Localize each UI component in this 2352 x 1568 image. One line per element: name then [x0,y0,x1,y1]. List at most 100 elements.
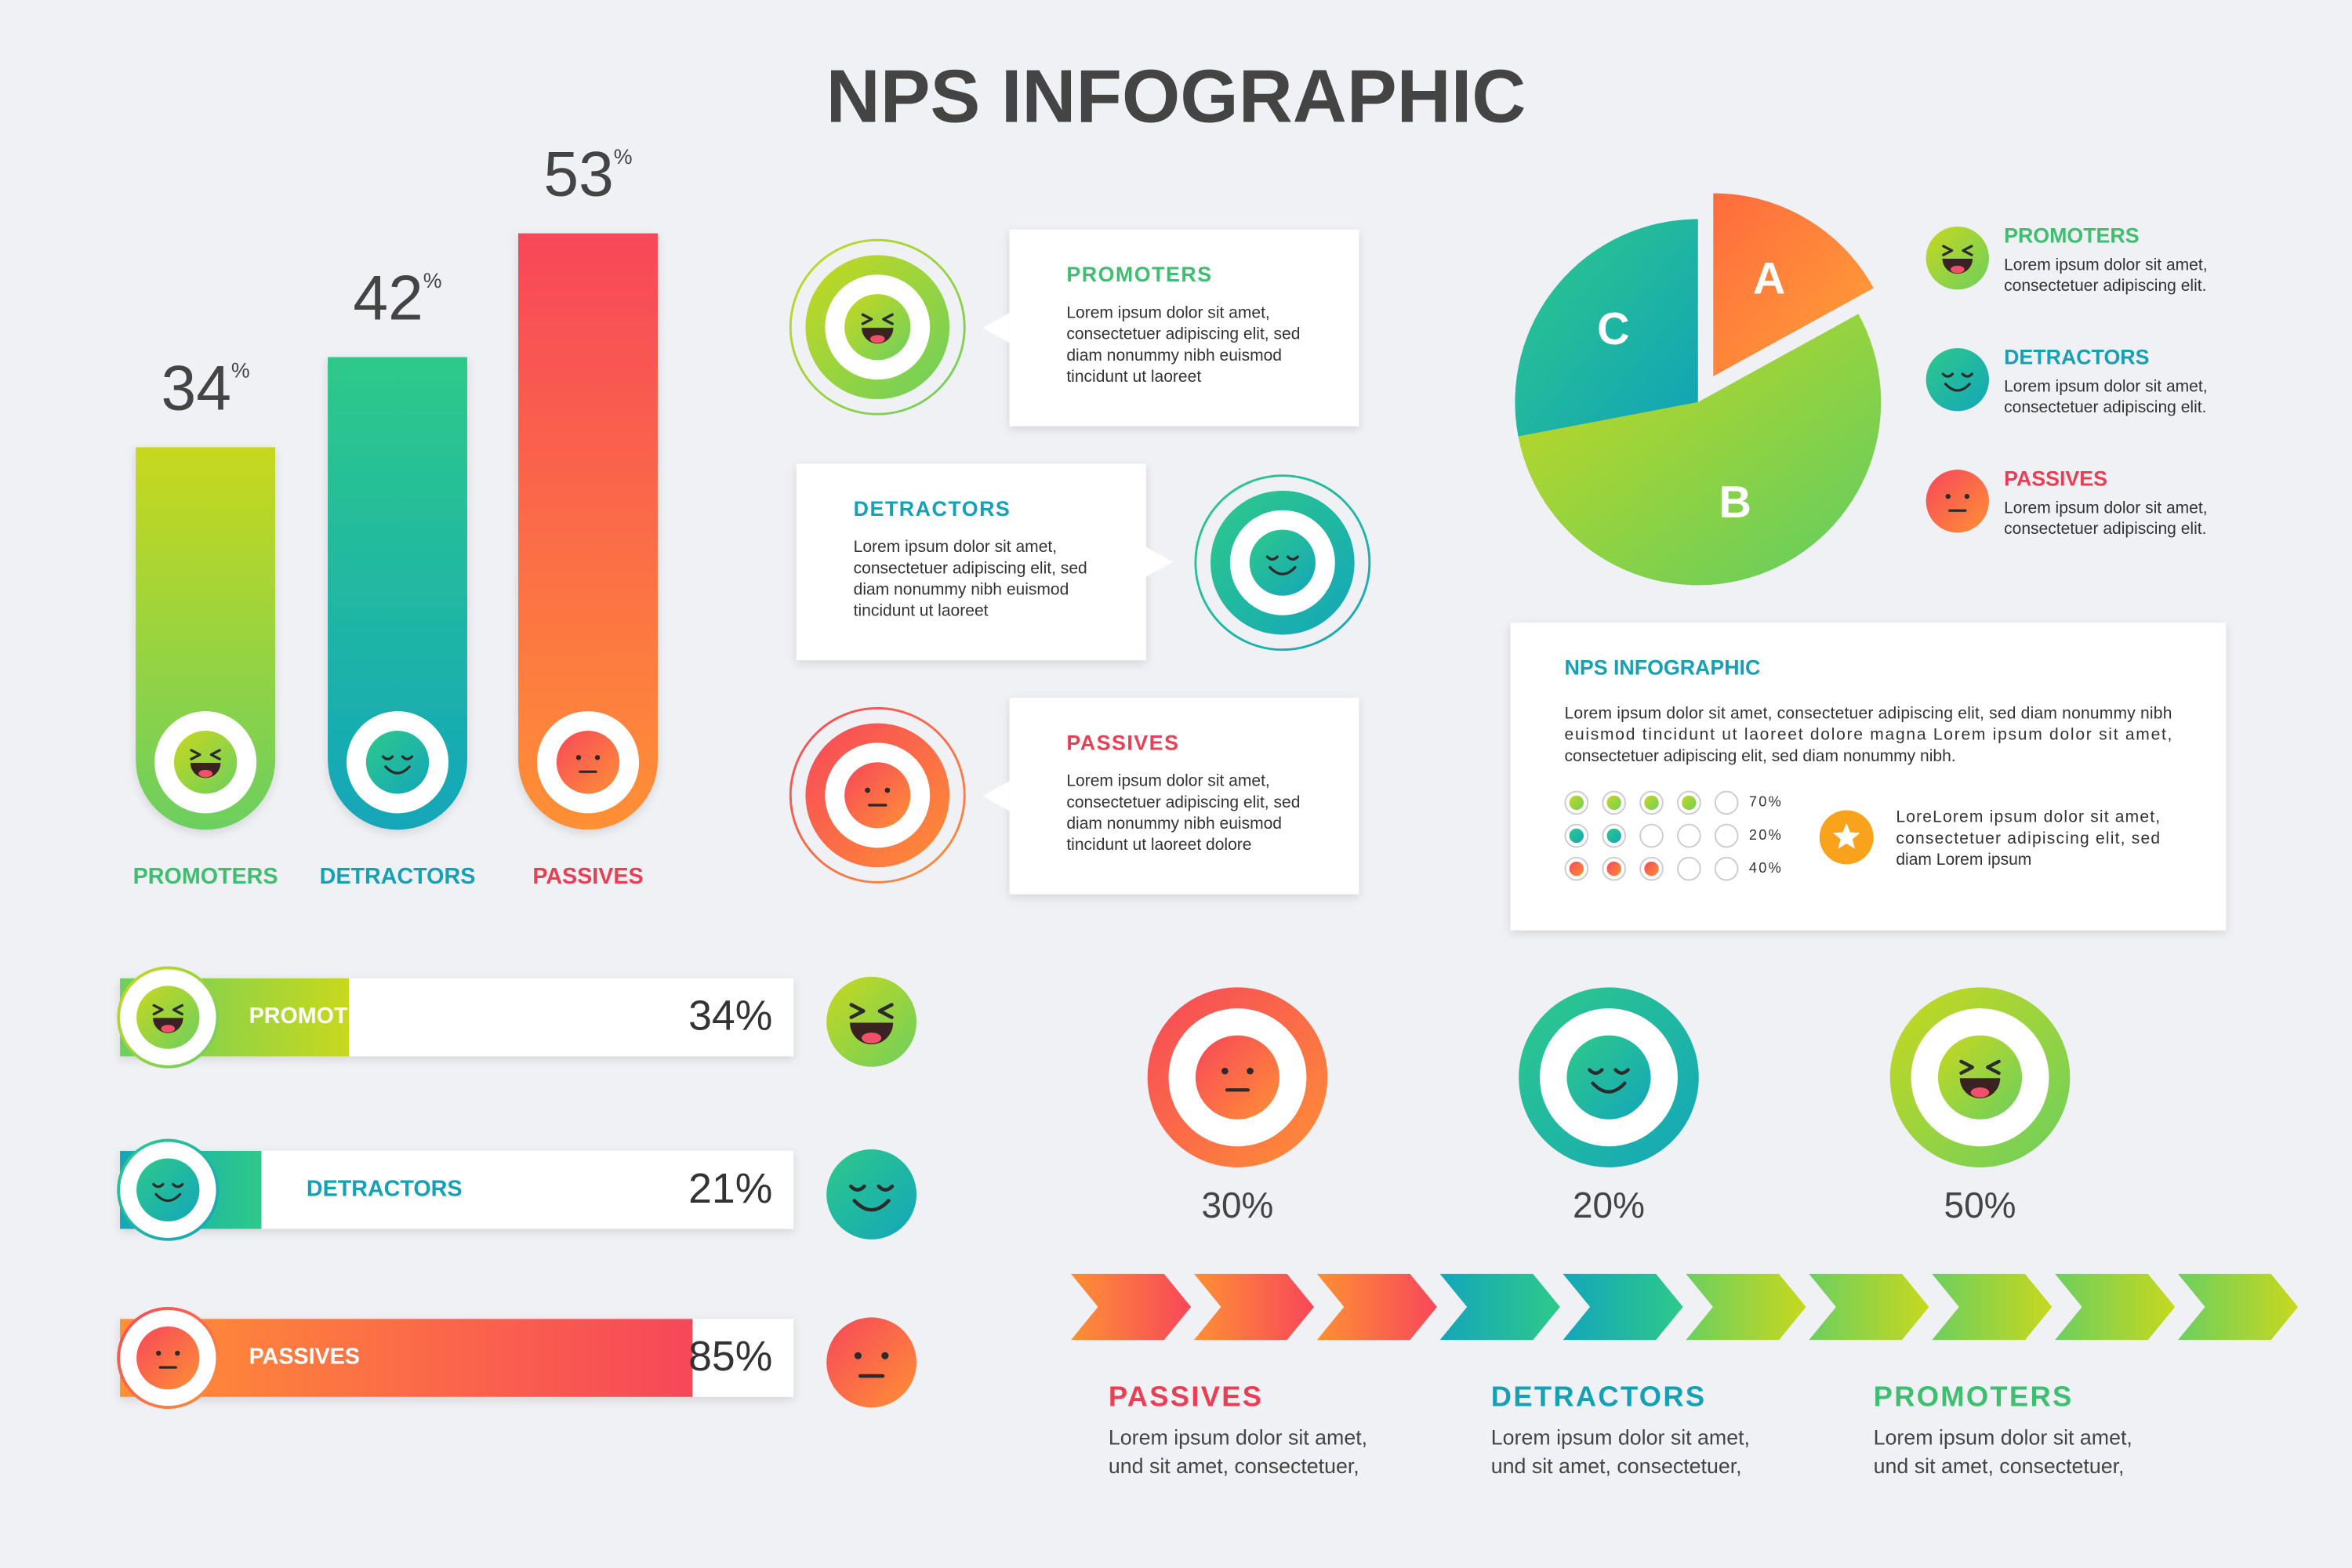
emoji-face [556,731,620,794]
category-label: PASSIVES [249,1345,360,1370]
emoji-eye [152,1004,164,1016]
emoji [826,976,917,1067]
info-card [1510,622,2227,931]
dot-filled [1569,861,1584,877]
callout-box [796,463,1146,661]
value-label: 21% [688,1166,772,1212]
emoji-face [1926,226,1989,290]
emoji-face [365,731,430,794]
emoji-face [826,1149,917,1240]
chevron [1071,1273,1192,1341]
value-label: 34% [162,354,250,424]
row-label: 70% [1749,794,1783,810]
pie-slice [1515,219,1698,437]
emoji [1566,1035,1651,1120]
chevron [1809,1273,1929,1341]
emoji-face [1249,529,1316,596]
emoji-face [844,762,911,829]
emoji [1926,470,1989,533]
emoji-eye [156,1350,162,1356]
callout-box [1009,697,1359,895]
emoji [365,731,430,794]
callout-title: PROMOTERS [1066,263,1212,286]
text-line: consectetuer adipiscing elit. [2004,520,2206,538]
icon-outer-ring [1194,474,1371,652]
text-line: Lorem ipsum dolor sit amet, [1066,304,1269,322]
bar [518,233,658,830]
emoji-eye [884,787,891,793]
emoji-eye [172,1004,183,1016]
text-line: consectetuer adipiscing elit, sed [1066,325,1300,343]
emoji-eye [849,1003,866,1019]
text-line: Lorem ipsum dolor sit amet, [1066,772,1269,790]
dot-filled [1569,828,1584,844]
chevron [1686,1273,1806,1341]
emoji-eye [1286,555,1299,561]
emoji-eye [381,755,394,760]
category-label: DETRACTORS [307,1176,463,1201]
emoji [826,1317,917,1408]
emoji [136,1158,200,1221]
emoji [556,731,620,794]
text-line: Lorem ipsum dolor sit amet, [1109,1425,1367,1449]
emoji-mouth [154,1192,182,1203]
text-line: Lorem ipsum dolor sit amet, consectetuer… [1565,705,2172,723]
callout-pointer [1145,546,1174,577]
emoji-tongue [198,769,212,778]
value-unit: % [423,269,442,292]
text-line: consectetuer adipiscing elit, sed diam n… [1565,747,1956,765]
page-title: NPS INFOGRAPHIC [826,54,1526,138]
step-title: PASSIVES [1109,1380,1263,1412]
dot-outline [1714,856,1739,881]
callout-pointer [982,781,1010,811]
dot-filled [1569,795,1584,811]
text-line: Lorem ipsum dolor sit amet, [854,538,1057,556]
emoji-eye [882,313,894,325]
emoji-face [1937,1035,2023,1120]
emoji-eye [861,313,873,325]
emoji [1249,529,1316,596]
text-line: tincidunt ut laoreet [854,602,989,620]
star [1832,822,1860,849]
emoji-eye [1945,493,1951,499]
text-line: und sit amet, consectetuer, [1109,1454,1359,1478]
emoji-face [136,985,200,1049]
emoji-eye [1986,1059,2001,1075]
emoji-eye [1221,1067,1229,1075]
row-label: 40% [1749,860,1783,876]
emoji-tongue [1970,1087,1990,1098]
emoji-mouth [1591,1081,1627,1094]
step-title: DETRACTORS [1491,1380,1707,1412]
emoji-face [826,976,917,1067]
emoji [1926,348,1989,412]
emoji [136,985,200,1049]
emoji-face [1566,1035,1651,1120]
legend-title: DETRACTORS [2004,345,2149,368]
text-line: und sit amet, consectetuer, [1491,1454,1742,1478]
value-number: 34 [162,354,231,424]
emoji-eye [877,1003,894,1019]
text-line: Lorem ipsum dolor sit amet, [1491,1425,1750,1449]
value-number: 42 [353,263,423,334]
text-line: diam nonummy nibh euismod [854,580,1069,598]
emoji-eye [848,1184,866,1192]
emoji-eye [854,1352,862,1359]
text-line: consectetuer adipiscing elit. [2004,277,2206,295]
emoji-eye [1588,1068,1604,1075]
emoji-eye [1613,1068,1630,1075]
emoji-face [844,294,911,361]
emoji-eye [865,787,871,793]
text-line: und sit amet, consectetuer, [1874,1454,2125,1478]
emoji-eye [175,1350,180,1356]
text-line: diam Lorem ipsum [1896,851,2031,869]
emoji-mouth [1269,565,1297,575]
emoji-eye [881,1352,889,1359]
text-line: LoreLorem ipsum dolor sit amet, [1896,808,2160,826]
text-line: diam nonummy nibh euismod [1066,815,1282,833]
ring-label: 20% [1573,1185,1645,1225]
emoji-face [1926,348,1989,412]
category-label: DETRACTORS [320,864,476,889]
chevron [1563,1273,1683,1341]
dot-outline [1677,856,1701,881]
